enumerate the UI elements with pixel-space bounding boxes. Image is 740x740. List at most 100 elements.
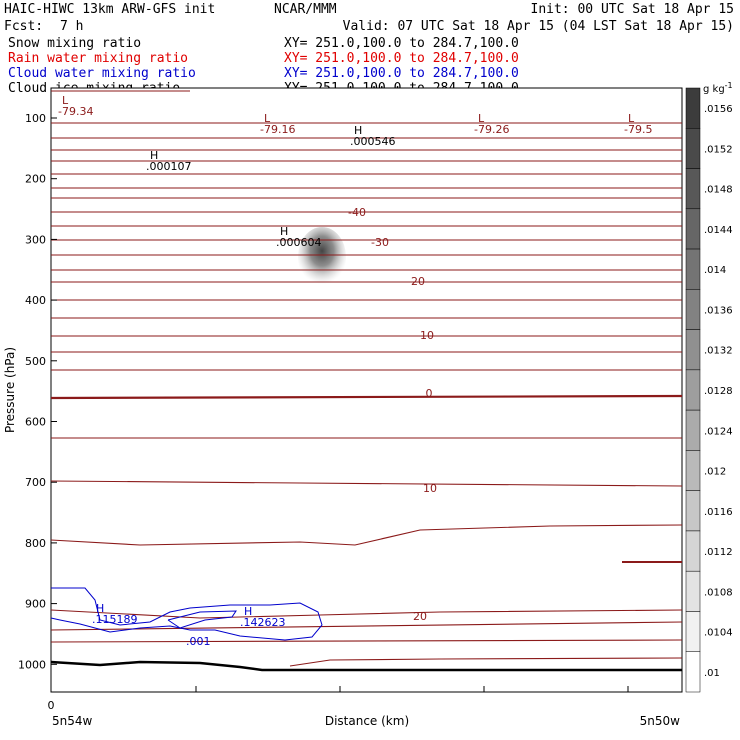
colorbar-tick-label: .014	[704, 265, 726, 276]
x-left-location: 5n54w	[52, 714, 93, 728]
isotherm-line	[50, 609, 683, 619]
isotherm-label: 20	[413, 610, 427, 623]
high-value: .000546	[350, 135, 396, 148]
isotherm-line	[289, 657, 683, 667]
isotherm-label: -10	[416, 329, 434, 342]
cloud-water-contour	[50, 587, 323, 641]
field-name: Snow mixing ratio	[8, 36, 141, 51]
y-tick-label: 600	[25, 416, 46, 429]
field-name: Rain water mixing ratio	[8, 51, 188, 66]
y-tick-label: 700	[25, 476, 46, 489]
x-axis-label: Distance (km)	[325, 714, 409, 728]
isotherm-line	[50, 394, 683, 400]
high-marker: H	[354, 124, 362, 137]
cloud-water-contour	[167, 610, 237, 629]
y-tick-label: 100	[25, 112, 46, 125]
isotherm-line	[50, 524, 683, 546]
field-xy-range: XY= 251.0,100.0 to 284.7,100.0	[284, 66, 519, 81]
colorbar-tick-label: .0156	[704, 104, 733, 115]
colorbar-swatch	[685, 248, 701, 290]
colorbar-tick-label: .01	[704, 668, 720, 679]
isotherm-contours	[50, 122, 683, 667]
y-axis-label: Pressure (hPa)	[3, 347, 17, 433]
fields-legend: Snow mixing ratio XY= 251.0,100.0 to 284.…	[8, 36, 519, 96]
colorbar-swatch	[685, 369, 701, 411]
colorbar-swatch	[685, 651, 701, 693]
low-marker: L	[478, 112, 485, 125]
low-value: -79.26	[474, 123, 509, 136]
low-marker: L	[62, 94, 69, 107]
colorbar-tick-label: .0144	[704, 225, 733, 236]
colorbar-tick-label: .0136	[704, 305, 733, 316]
colorbar-swatch	[685, 450, 701, 491]
isotherm-label: 10	[423, 482, 437, 495]
isotherm-label: -40	[348, 206, 366, 219]
fcst-label: Fcst:	[4, 19, 43, 34]
high-value: .000107	[146, 160, 192, 173]
low-value: -79.5	[624, 123, 652, 136]
colorbar-tick-label: .0108	[704, 587, 733, 598]
cloud-water-contours	[50, 587, 323, 641]
valid-time: Valid: 07 UTC Sat 18 Apr 15 (04 LST Sat …	[343, 19, 734, 34]
isotherm-line	[50, 621, 683, 631]
high-marker: H	[96, 602, 104, 615]
cloud-ice-shading	[298, 227, 346, 287]
low-marker: L	[264, 112, 271, 125]
model-title: HAIC-HIWC 13km ARW-GFS init	[4, 2, 215, 17]
colorbar-swatch	[685, 490, 701, 532]
y-tick-label: 800	[25, 537, 46, 550]
colorbar-tick-label: .0104	[704, 628, 733, 639]
colorbar-swatch	[685, 208, 701, 250]
colorbar-swatch	[685, 570, 701, 612]
x-right-location: 5n50w	[640, 714, 681, 728]
plot-frame	[50, 87, 683, 693]
low-value: -79.34	[58, 105, 93, 118]
init-time: Init: 00 UTC Sat 18 Apr 15	[531, 2, 735, 17]
low-value: -79.16	[260, 123, 295, 136]
colorbar-swatch	[685, 87, 701, 129]
colorbar-tick-label: .0132	[704, 346, 733, 357]
high-value: .115189	[92, 613, 138, 626]
colorbar-swatch	[685, 329, 701, 371]
colorbar-tick-label: .0148	[704, 185, 733, 196]
isotherm-line	[50, 639, 683, 643]
high-value: .142623	[240, 616, 286, 629]
colorbar-swatch	[685, 168, 701, 210]
low-marker: L	[628, 112, 635, 125]
y-tick-label: 400	[25, 294, 46, 307]
colorbar: .0156 .0152 .0148 .0144 .014 .0136 .0132 .0128.…	[685, 87, 733, 693]
terrain-line	[50, 660, 682, 672]
high-marker: H	[150, 149, 158, 162]
isotherm-label: 0	[426, 387, 433, 400]
extrema-labels: L -79.34 L -79.16 H .000546 L -79.26 L -…	[58, 94, 652, 648]
x-axis	[195, 686, 629, 692]
y-tick-label: 200	[25, 173, 46, 186]
org-label: NCAR/MMM	[274, 2, 337, 17]
y-tick-label: 300	[25, 233, 46, 246]
high-marker: H	[280, 225, 288, 238]
field-name: Cloud water mixing ratio	[8, 66, 196, 81]
colorbar-swatch	[685, 409, 701, 451]
field-xy-range: XY= 251.0,100.0 to 284.7,100.0	[284, 36, 519, 51]
isotherm-label: -30	[371, 236, 389, 249]
y-axis: 100 200 300 400 500 600 700 800 900 1000	[18, 112, 57, 671]
high-value: .000604	[276, 236, 322, 249]
fcst-value: 7 h	[60, 19, 83, 34]
colorbar-tick-label: .0124	[704, 426, 733, 437]
cloud-water-label: .001	[186, 635, 211, 648]
colorbar-swatch	[685, 128, 701, 169]
colorbar-swatch	[685, 530, 701, 572]
y-tick-label: 900	[25, 598, 46, 611]
colorbar-tick-label: .0116	[704, 507, 733, 518]
colorbar-swatch	[685, 289, 701, 330]
colorbar-tick-label: .012	[704, 467, 726, 478]
colorbar-tick-label: .0152	[704, 144, 733, 155]
y-tick-label: 1000	[18, 658, 46, 671]
isotherm-label: -20	[407, 275, 425, 288]
high-marker: H	[244, 605, 252, 618]
isotherm-line	[50, 480, 683, 487]
colorbar-swatch	[685, 611, 701, 652]
colorbar-unit: g kg-1	[703, 81, 733, 95]
colorbar-tick-label: .0112	[704, 547, 733, 558]
